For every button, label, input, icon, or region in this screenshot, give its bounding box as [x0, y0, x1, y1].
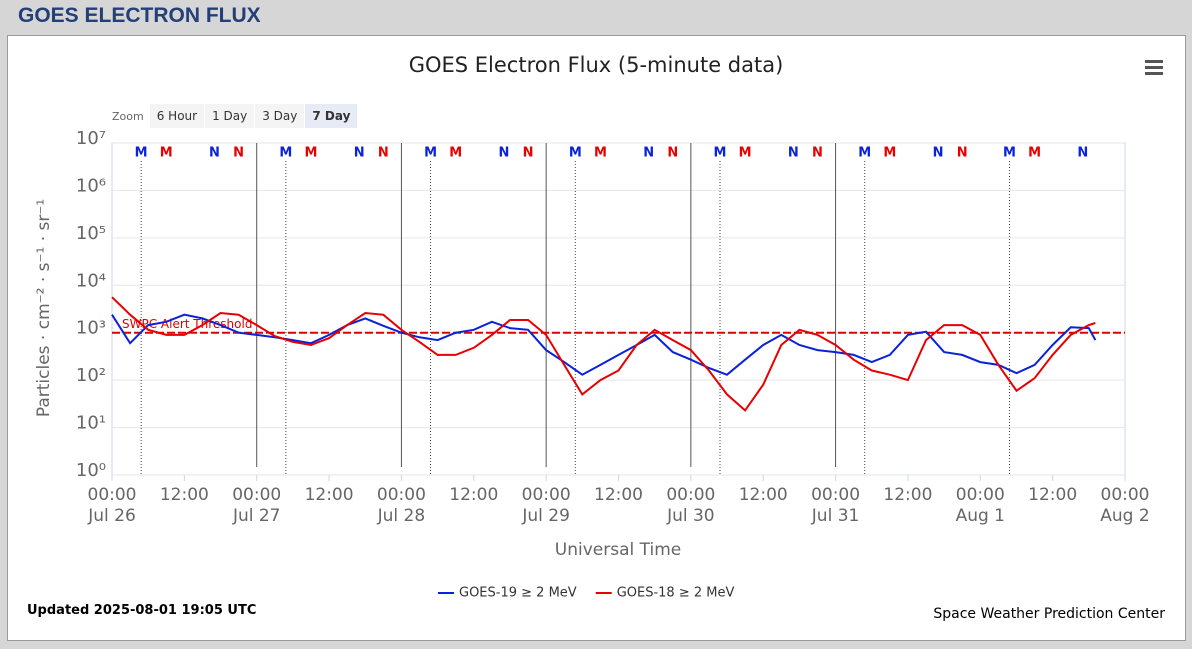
legend-label: GOES-18 ≥ 2 MeV — [617, 586, 735, 601]
marker-label: N — [209, 146, 220, 161]
marker-label: N — [354, 146, 365, 161]
x-date-label: Aug 1 — [956, 506, 1005, 526]
updated-text: Updated 2025-08-01 19:05 UTC — [27, 603, 257, 618]
marker-label: M — [714, 146, 727, 161]
marker-label: M — [594, 146, 607, 161]
x-date-label: Jul 31 — [811, 506, 860, 526]
plot-frame — [111, 142, 1126, 476]
x-tick-label: 12:00 — [305, 485, 354, 505]
x-tick-label: 12:00 — [449, 485, 498, 505]
x-tick-label: 12:00 — [160, 485, 209, 505]
marker-label: M — [1003, 146, 1016, 161]
y-tick-label: 10⁰ — [76, 460, 106, 481]
page-header: GOES ELECTRON FLUX — [18, 4, 261, 27]
chart-panel — [7, 35, 1186, 641]
x-date-label: Aug 2 — [1100, 506, 1149, 526]
x-tick-label: 12:00 — [1028, 485, 1077, 505]
y-tick-label: 10⁵ — [76, 223, 106, 244]
credit-text: Space Weather Prediction Center — [933, 606, 1165, 622]
marker-label: M — [305, 146, 318, 161]
marker-label: N — [643, 146, 654, 161]
series-line — [111, 296, 1096, 412]
threshold-label: SWPC Alert Threshold — [122, 317, 252, 331]
marker-label: N — [957, 146, 968, 161]
marker-label: N — [378, 146, 389, 161]
marker-label: M — [424, 146, 437, 161]
x-date-label: Jul 29 — [521, 506, 570, 526]
x-date-label: Jul 30 — [666, 506, 715, 526]
x-tick-label: 12:00 — [594, 485, 643, 505]
y-tick-label: 10⁶ — [76, 175, 106, 196]
menu-button[interactable] — [1145, 60, 1163, 76]
zoom-bar: Zoom 6 Hour 1 Day 3 Day 7 Day — [112, 104, 358, 128]
chart-title: GOES Electron Flux (5-minute data) — [409, 53, 784, 77]
x-tick-label: 12:00 — [883, 485, 932, 505]
zoom-button[interactable]: 1 Day — [205, 104, 255, 128]
marker-label: M — [160, 146, 173, 161]
x-tick-label: 00:00 — [232, 485, 281, 505]
x-date-label: Jul 27 — [232, 506, 281, 526]
zoom-button[interactable]: 7 Day — [305, 104, 358, 128]
marker-label: N — [667, 146, 678, 161]
marker-label: N — [788, 146, 799, 161]
x-date-label: Jul 28 — [377, 506, 426, 526]
x-tick-label: 00:00 — [956, 485, 1005, 505]
marker-label: M — [279, 146, 292, 161]
y-tick-label: 10² — [76, 365, 106, 386]
marker-label: M — [135, 146, 148, 161]
x-tick-label: 00:00 — [1101, 485, 1150, 505]
series-line — [111, 313, 1097, 376]
marker-label: N — [933, 146, 944, 161]
marker-label: N — [498, 146, 509, 161]
marker-label: N — [812, 146, 823, 161]
x-tick-label: 00:00 — [522, 485, 571, 505]
marker-label: M — [883, 146, 896, 161]
marker-label: M — [1028, 146, 1041, 161]
y-tick-label: 10⁷ — [76, 128, 106, 149]
marker-label: M — [569, 146, 582, 161]
y-tick-label: 10³ — [76, 318, 106, 339]
marker-label: N — [1077, 146, 1088, 161]
x-tick-label: 00:00 — [666, 485, 715, 505]
marker-label: M — [739, 146, 752, 161]
legend-label: GOES-19 ≥ 2 MeV — [459, 586, 577, 601]
marker-label: N — [523, 146, 534, 161]
zoom-button[interactable]: 6 Hour — [149, 104, 205, 128]
y-tick-label: 10⁴ — [76, 270, 106, 291]
y-axis-title: Particles · cm⁻² · s⁻¹ · sr⁻¹ — [34, 199, 54, 417]
x-tick-label: 12:00 — [739, 485, 788, 505]
x-tick-label: 00:00 — [811, 485, 860, 505]
x-tick-label: 00:00 — [377, 485, 426, 505]
marker-label: N — [233, 146, 244, 161]
marker-label: M — [858, 146, 871, 161]
x-tick-label: 00:00 — [88, 485, 137, 505]
zoom-button[interactable]: 3 Day — [255, 104, 305, 128]
x-date-label: Jul 26 — [87, 506, 136, 526]
x-axis-title: Universal Time — [555, 540, 681, 560]
zoom-label: Zoom — [112, 109, 144, 123]
y-tick-label: 10¹ — [76, 413, 106, 434]
marker-label: M — [449, 146, 462, 161]
